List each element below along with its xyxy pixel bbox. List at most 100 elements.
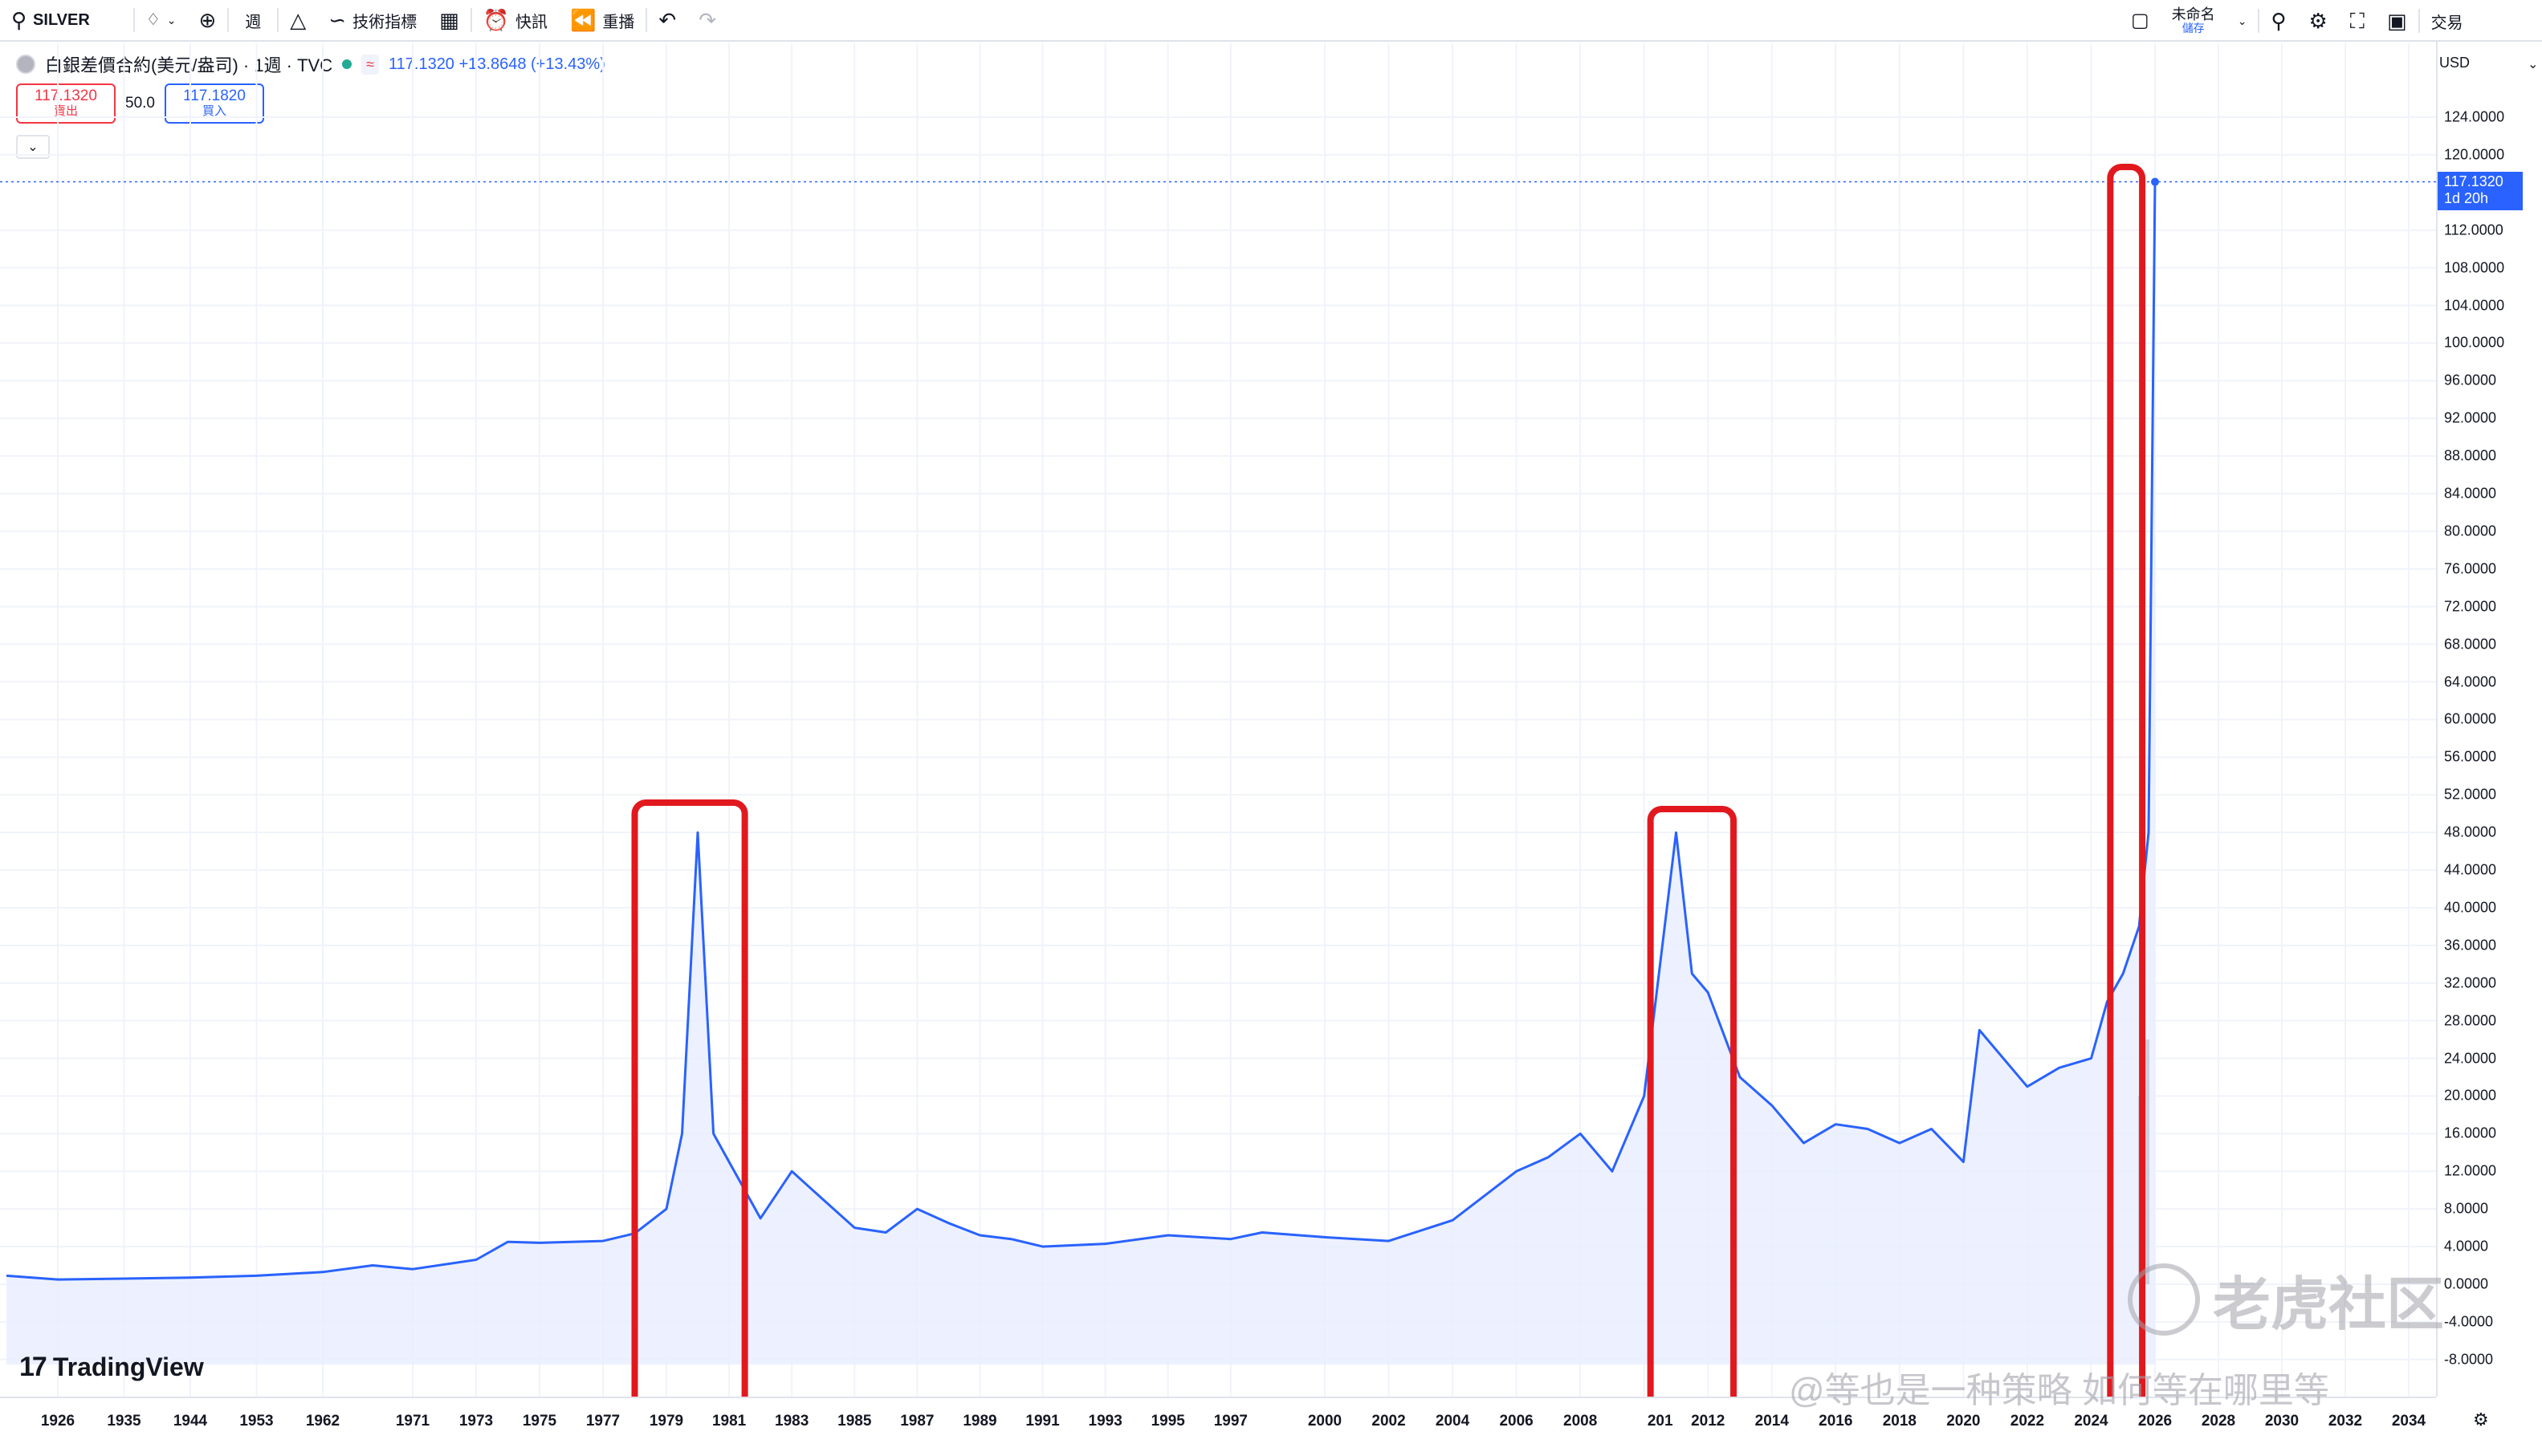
- market-status-icon: [342, 59, 352, 69]
- tradingview-logo[interactable]: 17 TradingView: [19, 1352, 204, 1383]
- symbol-label: SILVER: [33, 10, 90, 29]
- settings-icon: ⚙: [2308, 9, 2328, 33]
- replay-label: 重播: [602, 13, 635, 31]
- chevron-down-icon: ⌄: [166, 13, 177, 26]
- y-tick-label: 64.0000: [2444, 673, 2497, 690]
- legend-collapse-button[interactable]: ⌄: [16, 135, 50, 159]
- layout-button[interactable]: ▢: [2120, 0, 2161, 42]
- y-tick-label: 24.0000: [2444, 1050, 2497, 1067]
- trade-button[interactable]: 交易: [2420, 0, 2475, 42]
- x-tick-label: 2012: [1691, 1413, 1725, 1430]
- toolbar-divider: [277, 8, 279, 32]
- x-tick-label: 2018: [1882, 1413, 1917, 1430]
- templates-icon: ▦: [439, 8, 459, 32]
- diamond-icon: ♢: [145, 11, 161, 29]
- symbol-title[interactable]: 白銀差價合約(美元/盎司) · 1週 · TVC: [45, 55, 333, 75]
- y-tick-label: 76.0000: [2444, 560, 2497, 577]
- undo-button[interactable]: ↶: [647, 0, 687, 41]
- toolbar-divider: [646, 8, 648, 32]
- y-tick-label: 88.0000: [2444, 447, 2497, 464]
- x-tick-label: 1983: [775, 1413, 809, 1430]
- indicators-label: 技術指標: [352, 13, 418, 31]
- diamond-menu-button[interactable]: ♢ ⌄: [135, 0, 188, 41]
- y-tick-label: 36.0000: [2444, 937, 2497, 954]
- chart-type-button[interactable]: △: [279, 0, 317, 41]
- x-tick-label: 1997: [1213, 1413, 1248, 1430]
- x-tick-label: 2014: [1754, 1413, 1789, 1430]
- y-tick-label: 52.0000: [2444, 786, 2497, 803]
- x-tick-label: 1971: [395, 1413, 430, 1430]
- x-tick-label: 1985: [837, 1413, 872, 1430]
- y-tick-label: 4.0000: [2444, 1238, 2489, 1255]
- x-tick-label: 1944: [173, 1413, 208, 1430]
- layout-name-box: 未命名 儲存: [2172, 7, 2215, 35]
- series-layer: [6, 181, 2157, 1281]
- y-tick-label: 16.0000: [2444, 1125, 2497, 1141]
- symbol-legend: 白銀差價合約(美元/盎司) · 1週 · TVC ≈ 117.1320 +13.…: [16, 51, 605, 77]
- layout-name-button[interactable]: 未命名 儲存 ⌄: [2161, 0, 2259, 42]
- fullscreen-icon: ⛶: [2349, 9, 2365, 33]
- symbol-search[interactable]: ⚲ SILVER: [0, 0, 101, 41]
- alerts-label: 快訊: [515, 13, 548, 31]
- x-tick-label: 1973: [458, 1413, 494, 1430]
- y-tick-label: 40.0000: [2444, 899, 2497, 916]
- settings-icon[interactable]: ⚙: [2473, 1409, 2489, 1430]
- highlight-box: [1647, 806, 1737, 1397]
- x-tick-label: 201: [1647, 1413, 1673, 1430]
- plus-circle-icon: ⊕: [198, 8, 217, 32]
- price-axis[interactable]: [2436, 42, 2542, 1397]
- y-tick-label: 108.0000: [2444, 259, 2505, 276]
- tradingview-label: TradingView: [52, 1352, 204, 1381]
- toolbar-divider: [470, 8, 472, 32]
- x-tick-label: 2022: [2010, 1413, 2045, 1430]
- trade-label: 交易: [2430, 14, 2463, 32]
- volume-bar: [2145, 1039, 2150, 1284]
- x-tick-label: 2006: [1499, 1413, 1534, 1430]
- replay-button[interactable]: ⏪ 重播: [559, 0, 646, 41]
- author-watermark: @等也是一种策略 如何等在哪里等: [1789, 1371, 2329, 1410]
- y-tick-label: 84.0000: [2444, 485, 2497, 502]
- toolbar-divider: [132, 8, 135, 32]
- chevron-down-icon: ⌄: [2237, 14, 2247, 27]
- compare-button[interactable]: ⊕: [187, 0, 227, 41]
- watermark-text: 老虎社区: [2213, 1273, 2445, 1337]
- quick-search-button[interactable]: ⚲: [2259, 0, 2297, 42]
- price-line: [6, 181, 2157, 1281]
- settings-button[interactable]: ⚙: [2297, 0, 2338, 42]
- interval-label: 週: [245, 13, 262, 31]
- x-tick-label: 1926: [40, 1413, 75, 1430]
- y-tick-label: -4.0000: [2444, 1313, 2494, 1330]
- indicators-button[interactable]: ∽ 技術指標: [317, 0, 428, 41]
- alert-button[interactable]: ⏰ 快訊: [472, 0, 559, 41]
- toolbar-divider: [2258, 9, 2260, 33]
- redo-button[interactable]: ↷: [687, 0, 727, 41]
- x-tick-label: 2000: [1307, 1413, 1342, 1430]
- layout-name: 未命名: [2171, 6, 2215, 23]
- x-tick-label: 1975: [522, 1413, 557, 1430]
- toolbar-right: ▢ 未命名 儲存 ⌄ ⚲ ⚙ ⛶ ▣ 交易: [2120, 0, 2475, 42]
- x-tick-label: 2028: [2201, 1413, 2236, 1430]
- currency-selector[interactable]: USD: [2439, 55, 2471, 71]
- y-tick-label: 80.0000: [2444, 523, 2497, 539]
- templates-button[interactable]: ▦: [428, 0, 471, 41]
- x-tick-label: 1993: [1088, 1413, 1122, 1430]
- time-axis[interactable]: [0, 1397, 2436, 1456]
- toolbar-divider: [2418, 9, 2420, 33]
- x-tick-label: 2002: [1371, 1413, 1406, 1430]
- search-icon: ⚲: [11, 8, 27, 32]
- camera-icon: ▣: [2386, 9, 2407, 33]
- y-tick-label: 8.0000: [2444, 1200, 2489, 1217]
- last-price-label: 117.1320 1d 20h: [2438, 172, 2523, 210]
- interval-button[interactable]: 週: [229, 0, 277, 41]
- fullscreen-button[interactable]: ⛶: [2339, 0, 2376, 42]
- price-chart[interactable]: [0, 43, 2436, 1397]
- y-tick-label: -8.0000: [2444, 1351, 2494, 1368]
- x-tick-label: 2032: [2328, 1413, 2363, 1430]
- x-tick-label: 2020: [1946, 1413, 1981, 1430]
- y-tick-label: 48.0000: [2444, 824, 2497, 840]
- y-tick-label: 104.0000: [2444, 297, 2505, 314]
- screenshot-button[interactable]: ▣: [2376, 0, 2418, 42]
- x-tick-label: 1987: [900, 1413, 935, 1430]
- x-tick-label: 2008: [1563, 1413, 1598, 1430]
- y-tick-label: 68.0000: [2444, 636, 2497, 653]
